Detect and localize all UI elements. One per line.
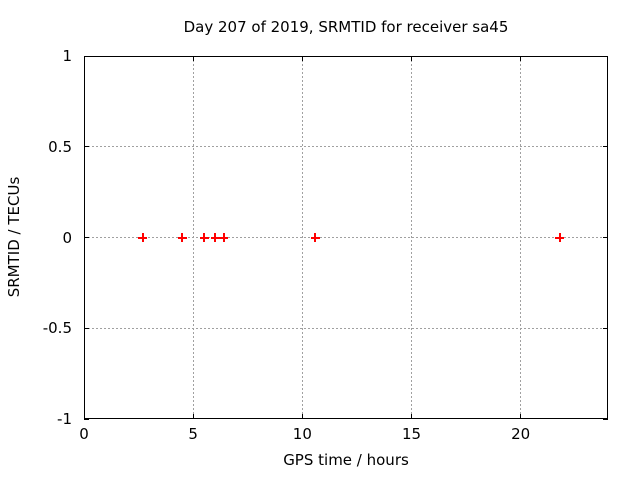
y-tick-label: 1 — [62, 47, 72, 65]
y-tick-label: 0 — [62, 228, 72, 247]
plot-area: 0 5 10 15 20 1 0.5 0 -0.5 -1 — [43, 47, 608, 443]
x-tick-top — [301, 56, 303, 61]
data-point-marker — [310, 233, 320, 242]
y-tick-left — [84, 55, 89, 57]
y-tick-label: -1 — [57, 410, 72, 428]
x-tick-bottom — [411, 414, 412, 419]
x-tick-label: 5 — [188, 425, 198, 443]
x-tick-label: 10 — [292, 425, 312, 443]
data-point-marker — [219, 233, 229, 242]
x-tick-bottom — [520, 414, 522, 419]
x-tick-top — [192, 56, 194, 61]
y-tick-label: -0.5 — [42, 319, 72, 338]
x-tick-bottom — [192, 414, 194, 419]
data-point-marker — [555, 233, 565, 242]
x-tick-top — [83, 56, 85, 61]
x-tick-bottom — [83, 414, 85, 419]
grid-line-horizontal — [84, 327, 608, 329]
y-tick-right — [603, 327, 608, 329]
y-tick-label: 0.5 — [48, 137, 72, 156]
data-point-marker — [177, 233, 187, 242]
data-point-marker — [210, 233, 220, 242]
plot-border — [84, 56, 608, 419]
grid-line-horizontal — [84, 146, 608, 148]
x-tick-top — [411, 56, 412, 61]
y-tick-right — [603, 146, 608, 148]
x-tick-label: 0 — [79, 425, 89, 443]
x-tick-label: 20 — [511, 425, 531, 443]
y-tick-right — [603, 418, 608, 420]
y-tick-right — [603, 55, 608, 57]
y-tick-left — [84, 146, 89, 148]
y-tick-left — [84, 327, 89, 329]
y-tick-left — [84, 418, 89, 420]
x-axis-label: GPS time / hours — [283, 451, 409, 469]
chart-title: Day 207 of 2019, SRMTID for receiver sa4… — [183, 18, 509, 36]
y-tick-right — [603, 237, 608, 238]
grid-line-horizontal — [84, 237, 608, 238]
data-point-marker — [138, 233, 148, 242]
x-tick-bottom — [301, 414, 303, 419]
x-tick-label: 15 — [401, 425, 422, 443]
x-tick-top — [520, 56, 522, 61]
y-axis-label: SRMTID / TECUs — [5, 176, 23, 298]
y-tick-left — [84, 237, 89, 238]
data-point-marker — [199, 233, 209, 242]
